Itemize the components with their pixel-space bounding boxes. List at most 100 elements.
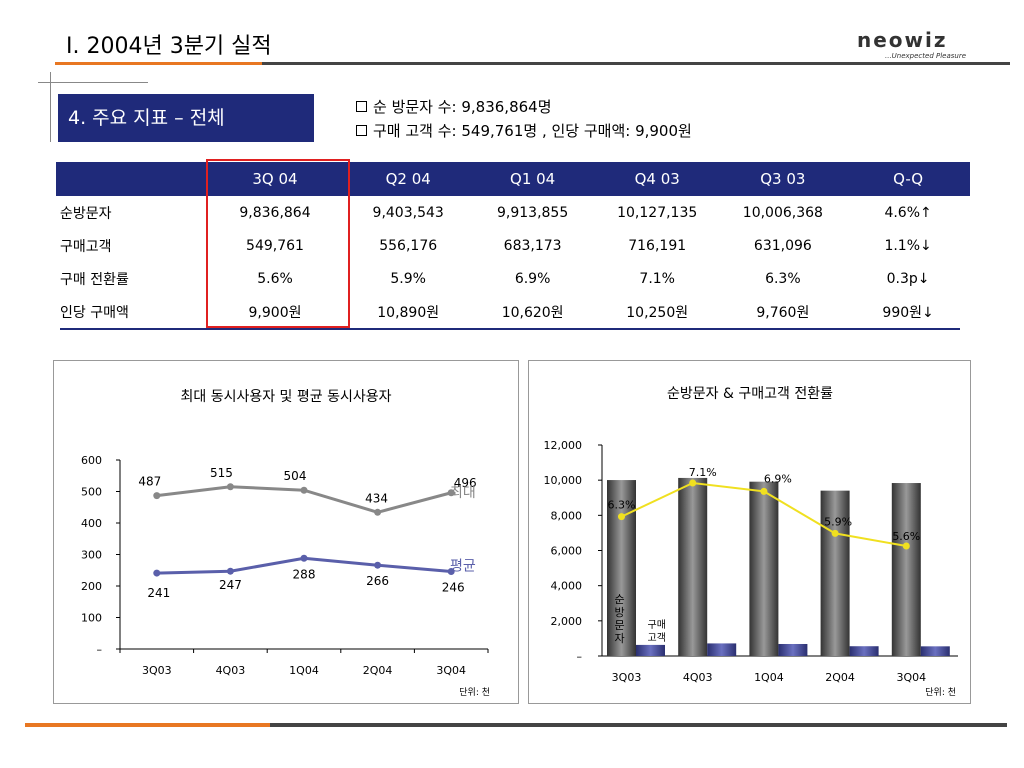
x-tick-label: 3Q04 — [896, 671, 926, 684]
series-label: 고객 — [648, 632, 666, 644]
y-tick-label: 6,000 — [551, 545, 583, 558]
x-tick-label: 1Q04 — [754, 671, 784, 684]
chart-title: 최대 동시사용자 및 평균 동시사용자 — [181, 389, 392, 405]
table-cell: 6.3% — [765, 270, 801, 287]
table-header-row: 3Q 04 Q2 04 Q1 04 Q4 03 Q3 03 Q-Q — [56, 162, 970, 196]
table-cell: 4.6%↑ — [884, 204, 932, 221]
bar-visitors — [678, 477, 708, 656]
x-tick-label: 3Q04 — [436, 664, 466, 677]
y-tick-label: – — [97, 643, 103, 656]
conversion-label: 7.1% — [689, 466, 717, 479]
conversion-label: 5.6% — [892, 530, 920, 543]
conversion-point — [902, 542, 910, 550]
table-cell: 683,173 — [503, 237, 562, 254]
bar-visitors — [607, 480, 636, 656]
chart-panel-visitors-conversion — [528, 360, 971, 704]
bar-customers — [849, 646, 879, 656]
data-point — [300, 486, 308, 494]
data-point — [374, 561, 382, 569]
series-label-char: 문 — [614, 619, 624, 632]
table-cell: 6.9% — [514, 270, 551, 287]
logo-tagline: ...Unexpected Pleasure — [885, 52, 966, 60]
summary: 순 방문자 수: 9,836,864명 구매 고객 수: 549,761명 , … — [356, 95, 692, 143]
checkbox-bullet-icon — [356, 101, 367, 112]
unit-note: 단위: 천 — [925, 687, 956, 698]
bar-visitors — [820, 490, 850, 656]
chart-title: 순방문자 & 구매고객 전환률 — [667, 386, 833, 402]
table-row: 순방문자 9,836,864 9,403,543 9,913,855 10,12… — [56, 196, 970, 229]
series-label-char: 자 — [614, 632, 624, 645]
table-bottom-rule — [60, 328, 960, 330]
table-cell: 7.1% — [639, 270, 675, 287]
neowiz-logo: neowiz ...Unexpected Pleasure — [857, 30, 966, 60]
table-cell: 10,250원 — [626, 304, 689, 321]
y-tick-label: 8,000 — [551, 509, 583, 522]
data-label: 288 — [293, 567, 316, 581]
chart-panel-concurrent-users — [53, 360, 519, 704]
x-tick-label: 3Q03 — [612, 671, 642, 684]
table-header-cell: Q4 03 — [594, 162, 720, 196]
y-tick-label: 200 — [81, 580, 102, 593]
title-underline — [262, 62, 1010, 65]
checkbox-bullet-icon — [356, 125, 367, 136]
table-cell: 5.9% — [390, 270, 426, 287]
decorative-line — [38, 82, 148, 83]
data-point — [300, 554, 308, 562]
y-tick-label: 400 — [81, 517, 102, 530]
series-label-char: 순 — [614, 593, 624, 606]
table-cell: 9,760원 — [756, 304, 810, 321]
series-label: 평균 — [450, 559, 476, 575]
table-cell: 10,890원 — [377, 304, 440, 321]
y-tick-label: 10,000 — [544, 474, 583, 487]
table-header-cell: Q3 03 — [719, 162, 847, 196]
bar-customers — [920, 646, 950, 656]
table-cell: 10,127,135 — [617, 204, 698, 221]
table-cell: 5.6% — [257, 270, 293, 287]
table-header-cell — [56, 162, 205, 196]
data-point — [153, 492, 161, 500]
y-tick-label: 2,000 — [551, 615, 583, 628]
table-cell: 9,836,864 — [239, 204, 311, 221]
unit-note: 단위: 천 — [459, 687, 490, 698]
conversion-point — [689, 479, 697, 487]
table-cell: 549,761 — [246, 237, 304, 254]
y-tick-label: 600 — [81, 454, 102, 467]
data-label: 246 — [442, 581, 465, 595]
table-cell: 0.3p↓ — [886, 270, 930, 287]
conversion-label: 5.9% — [824, 515, 852, 528]
data-point — [447, 568, 455, 576]
kpi-table: 3Q 04 Q2 04 Q1 04 Q4 03 Q3 03 Q-Q 순방문자 9… — [56, 162, 970, 328]
bar-visitors — [891, 483, 921, 656]
data-point — [226, 567, 234, 575]
y-tick-label: 4,000 — [551, 580, 583, 593]
series-label: 최대 — [450, 485, 476, 501]
section-title: 4. 주요 지표 – 전체 — [58, 94, 314, 142]
data-label: 434 — [365, 491, 388, 505]
row-label: 순방문자 — [60, 205, 112, 222]
conversion-point — [760, 487, 768, 495]
table-cell: 10,006,368 — [742, 204, 823, 221]
data-label: 241 — [147, 586, 170, 600]
row-label: 구매 전환률 — [60, 271, 129, 288]
table-cell: 556,176 — [379, 237, 438, 254]
footer-line — [270, 723, 1007, 727]
table-header-cell: Q1 04 — [470, 162, 595, 196]
data-label: 487 — [138, 475, 161, 489]
series-label: 구매 — [648, 619, 666, 631]
x-tick-label: 3Q03 — [142, 664, 172, 677]
table-row: 인당 구매액 9,900원 10,890원 10,620원 10,250원 9,… — [56, 295, 970, 328]
conversion-point — [831, 529, 839, 537]
summary-customers: 구매 고객 수: 549,761명 , 인당 구매액: 9,900원 — [373, 122, 692, 140]
concurrent-users-chart: 최대 동시사용자 및 평균 동시사용자 – 100 200 300 400 500 600 3Q… — [81, 389, 490, 698]
table-header-cell: 3Q 04 — [204, 162, 346, 196]
x-tick-label: 4Q03 — [216, 664, 246, 677]
data-point — [226, 483, 234, 491]
logo-text: neowiz — [857, 30, 948, 52]
summary-visitors: 순 방문자 수: 9,836,864명 — [373, 98, 552, 116]
x-tick-label: 2Q04 — [825, 671, 855, 684]
table-cell: 9,900원 — [248, 304, 302, 321]
y-tick-label: 300 — [81, 549, 102, 562]
table-cell: 990원↓ — [882, 304, 934, 321]
bar-customers — [707, 643, 737, 656]
page-title: I. 2004년 3분기 실적 — [66, 34, 272, 59]
